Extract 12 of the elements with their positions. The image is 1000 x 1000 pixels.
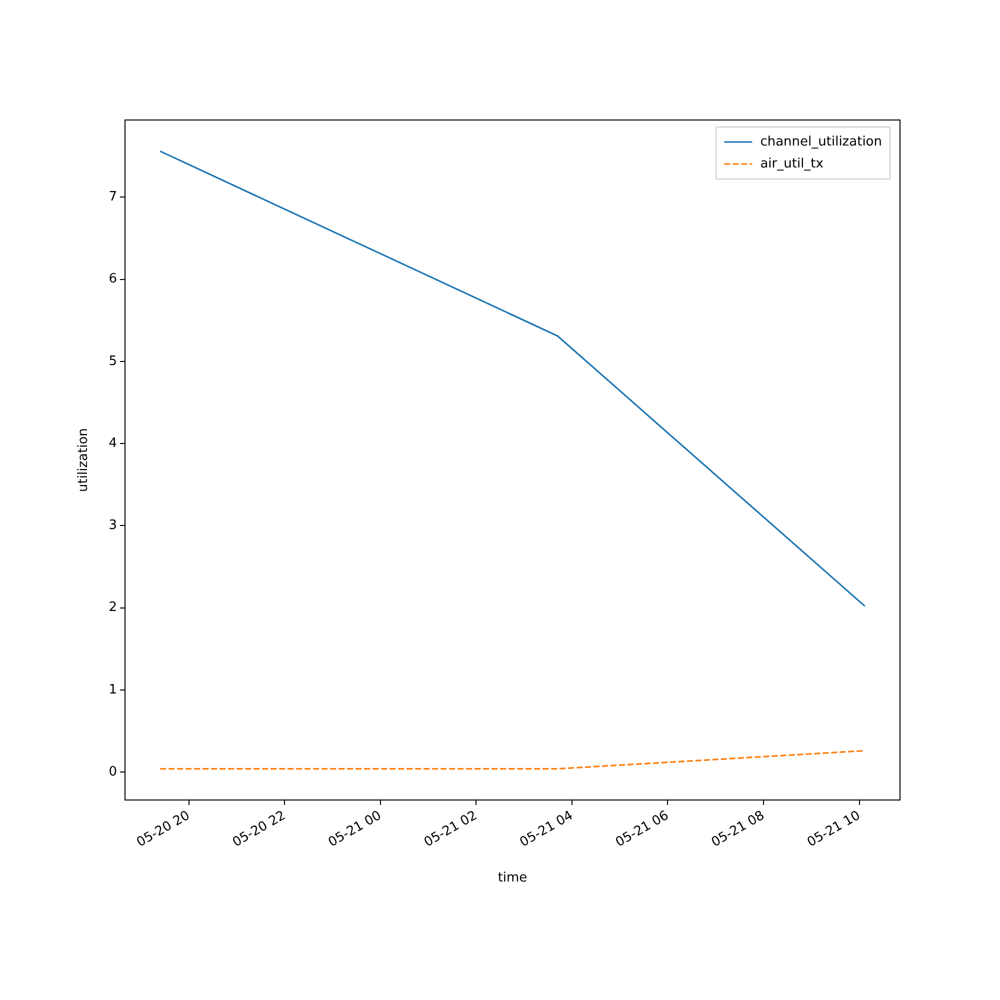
- x-axis-title: time: [498, 870, 528, 886]
- legend-label: channel_utilization: [760, 134, 882, 150]
- legend-label: air_util_tx: [760, 156, 824, 172]
- y-tick-label: 0: [108, 764, 117, 780]
- y-tick-label: 6: [108, 272, 117, 287]
- y-tick-label: 1: [108, 682, 117, 698]
- y-tick-label: 3: [108, 518, 117, 534]
- y-tick-label: 2: [108, 600, 117, 616]
- y-tick-label: 5: [108, 354, 117, 369]
- y-tick-label: 7: [108, 190, 117, 205]
- y-tick-label: 4: [108, 436, 117, 451]
- y-axis-title: utilization: [76, 428, 92, 492]
